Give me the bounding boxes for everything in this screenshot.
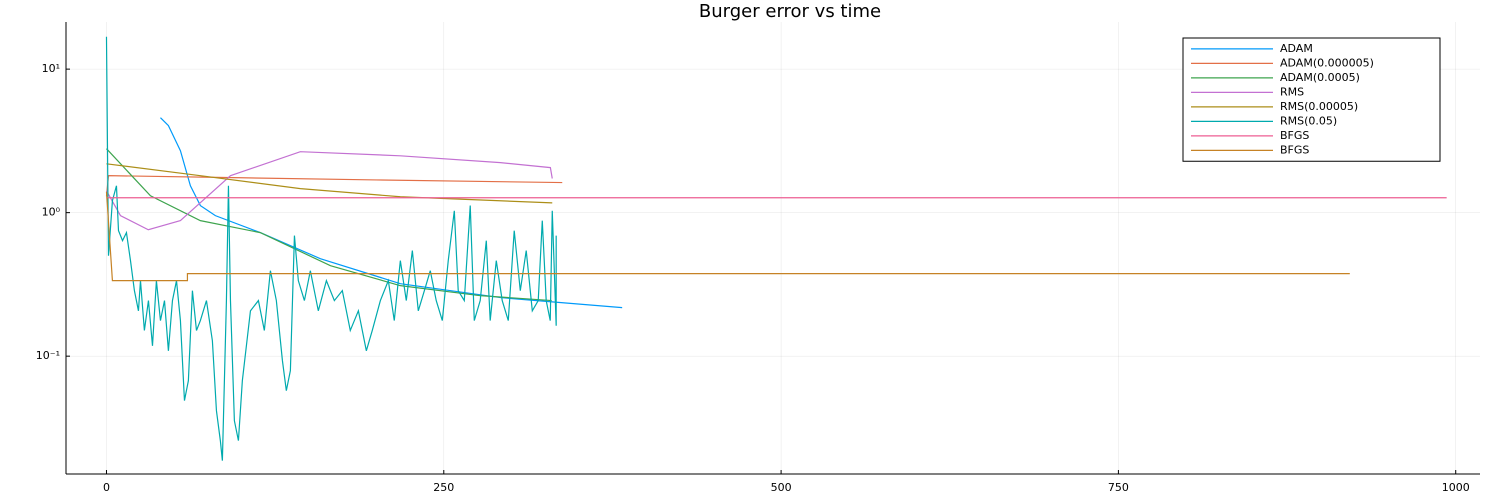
legend-box bbox=[1182, 37, 1441, 162]
legend-label: BFGS bbox=[1280, 143, 1309, 156]
chart-title: Burger error vs time bbox=[699, 1, 881, 22]
legend-label: ADAM(0.000005) bbox=[1280, 56, 1374, 69]
x-tick-label: 1000 bbox=[1442, 481, 1470, 494]
y-tick-label: 10⁻¹ bbox=[36, 349, 60, 362]
legend-label: ADAM(0.0005) bbox=[1280, 71, 1360, 84]
x-tick-label: 750 bbox=[1108, 481, 1129, 494]
legend-label: BFGS bbox=[1280, 129, 1309, 142]
series-line bbox=[106, 163, 553, 204]
x-tick-label: 250 bbox=[433, 481, 454, 494]
y-tick-label: 10⁰ bbox=[42, 206, 61, 219]
series-line bbox=[106, 148, 552, 302]
x-tick-label: 500 bbox=[771, 481, 792, 494]
y-tick-label: 10¹ bbox=[42, 62, 60, 75]
legend-label: RMS(0.00005) bbox=[1280, 100, 1358, 113]
legend-label: RMS(0.05) bbox=[1280, 114, 1337, 127]
legend-label: RMS bbox=[1280, 85, 1304, 98]
series-line bbox=[105, 151, 553, 231]
series-line bbox=[105, 36, 557, 461]
legend-label: ADAM bbox=[1280, 42, 1313, 55]
series-line bbox=[105, 191, 1350, 282]
series-line bbox=[105, 175, 563, 197]
x-tick-label: 0 bbox=[103, 481, 110, 494]
